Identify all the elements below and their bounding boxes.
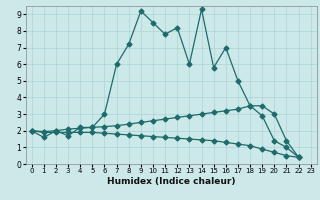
X-axis label: Humidex (Indice chaleur): Humidex (Indice chaleur) [107,177,236,186]
